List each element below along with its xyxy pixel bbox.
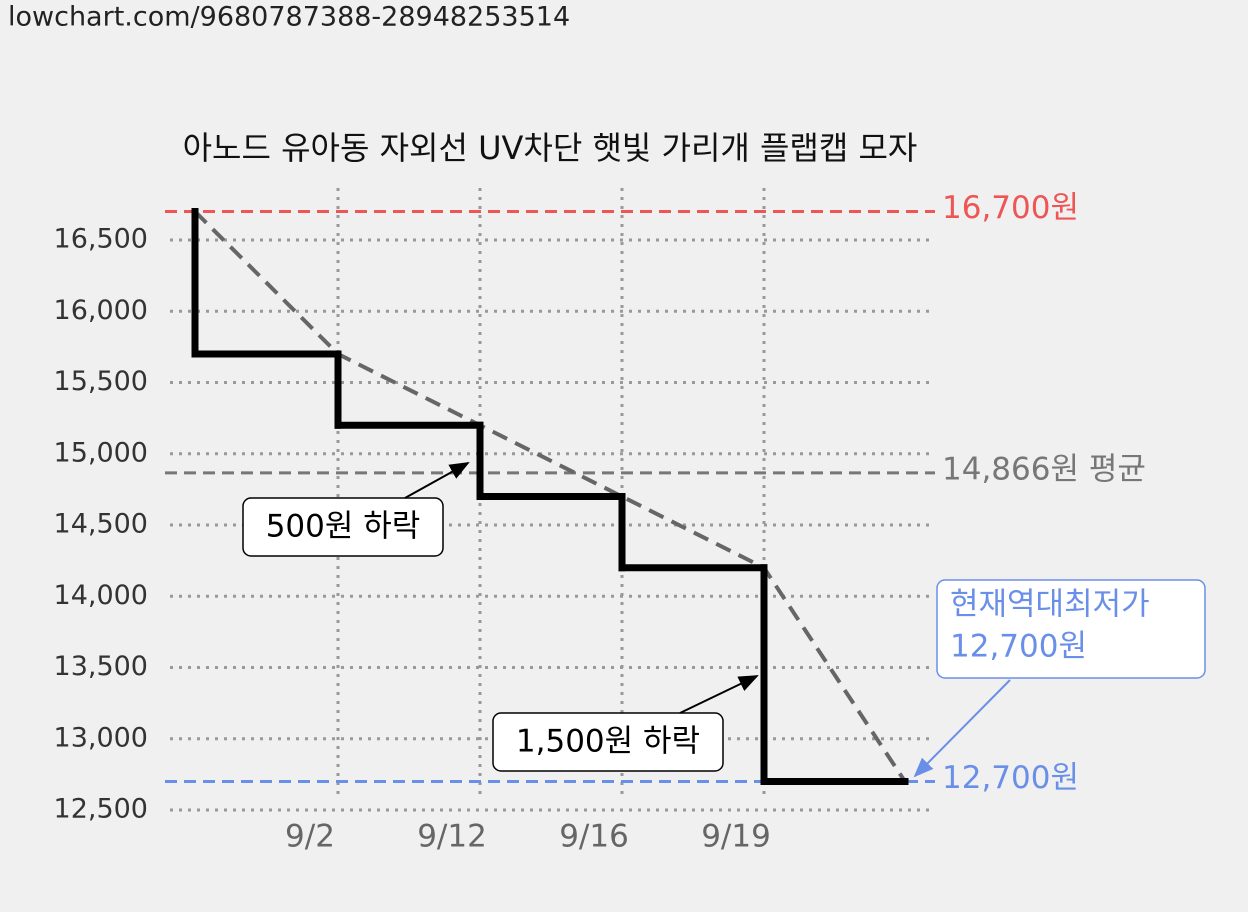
annotation: 12,700원	[950, 629, 1087, 665]
annotation-box	[936, 579, 1206, 679]
y-tick-label: 15,000	[54, 437, 148, 468]
y-tick-label: 13,000	[54, 722, 148, 753]
x-tick-label: 9/19	[701, 819, 771, 855]
x-tick-label: 9/16	[559, 819, 629, 855]
annotation-box	[492, 712, 724, 772]
x-tick-label: 9/2	[285, 819, 335, 855]
y-tick-label: 16,500	[54, 224, 148, 255]
y-tick-label: 13,500	[54, 651, 148, 682]
annotation-arrow	[679, 675, 759, 714]
annotation-arrow	[404, 462, 470, 499]
reference-label: 14,866원 평균	[942, 451, 1146, 487]
annotation: 500원 하락	[266, 509, 421, 545]
annotation: 1,500원 하락	[516, 724, 700, 760]
y-tick-label: 15,500	[54, 366, 148, 397]
chart-title: 아노드 유아동 자외선 UV차단 햇빛 가리개 플랩캡 모자	[183, 129, 918, 167]
x-tick-label: 9/12	[417, 819, 487, 855]
trend-line	[193, 210, 907, 783]
annotation-arrow	[913, 679, 1011, 778]
annotation: 현재역대최저가	[950, 587, 1150, 623]
reference-label: 12,700원	[942, 760, 1079, 796]
y-tick-label: 16,000	[54, 295, 148, 326]
y-tick-label: 14,000	[54, 580, 148, 611]
url: lowchart.com/9680787388-28948253514	[8, 2, 570, 33]
reference-label: 16,700원	[942, 190, 1079, 226]
annotation-box	[242, 497, 444, 557]
y-tick-label: 14,500	[54, 509, 148, 540]
y-tick-label: 12,500	[54, 794, 148, 825]
